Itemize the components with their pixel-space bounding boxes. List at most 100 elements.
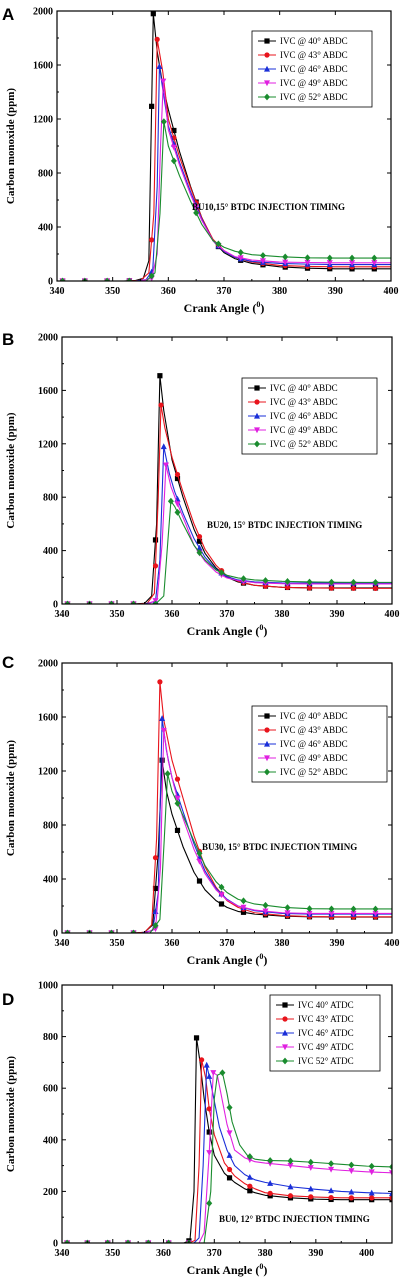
data-point [326,254,333,262]
x-tick-label: 370 [220,938,235,949]
legend-label: IVC @ 40° ABDC [280,36,348,46]
data-point [306,910,313,917]
y-tick-label: 0 [48,277,53,288]
data-point [174,475,181,482]
y-tick-label: 2000 [38,659,58,670]
data-point [196,849,203,857]
data-point [284,910,291,917]
data-point [247,1188,253,1194]
data-point [282,259,289,266]
x-tick-label: 400 [385,938,400,949]
data-point [152,600,159,604]
legend-label: IVC 40° ATDC [298,1000,354,1010]
data-point [158,402,164,408]
legend: IVC @ 40° ABDC IVC @ 43° ABDC IVC @ 46° AB… [251,30,373,108]
data-point [328,905,335,913]
data-point [174,827,181,833]
data-point [206,1199,213,1207]
data-point [145,1239,152,1243]
series-5 [62,770,392,933]
x-tick-label: 390 [308,1248,323,1259]
legend-marker [254,427,260,434]
data-point [306,905,313,913]
y-tick-label: 1600 [38,713,58,724]
data-point [226,1104,233,1111]
x-axis-title-sup: 0 [259,623,263,632]
data-point [267,1157,274,1164]
data-point [160,727,167,734]
data-point [282,253,289,261]
data-point [104,277,111,281]
data-point [64,600,71,604]
data-point [150,11,156,17]
data-point [247,1183,253,1189]
data-point [193,209,200,217]
x-tick-label: 390 [330,609,345,620]
data-point [157,373,163,379]
data-point [149,103,155,109]
annotation: BU10,15° BTDC INJECTION TIMING [192,202,345,212]
data-point [159,757,165,763]
data-point [152,537,159,543]
legend-marker [264,768,270,776]
data-point [152,885,159,892]
legend-label: IVC @ 40° ABDC [280,711,348,721]
data-point [218,569,225,577]
y-tick-label: 200 [43,1187,58,1198]
data-point [240,575,247,583]
data-point [218,883,225,891]
data-point [199,1057,205,1063]
x-tick-label: 340 [55,1248,70,1259]
data-point [262,901,269,909]
legend-marker [282,1016,288,1022]
x-axis-title: Crank Angle (0) [184,300,265,315]
data-point [174,776,181,782]
x-axis-title-main: Crank Angle ( [187,953,260,967]
data-point [328,578,335,586]
legend-marker [264,755,270,762]
y-tick-label: 1000 [38,981,58,992]
y-tick-label: 800 [43,493,58,504]
y-tick-label: 400 [43,1135,58,1146]
data-point [284,578,291,585]
y-tick-label: 1200 [38,439,58,450]
data-point [196,549,203,557]
data-point [226,1152,233,1158]
data-point [348,1188,355,1195]
data-point [154,36,160,42]
data-point [328,1187,335,1194]
data-point [108,600,115,604]
data-point [326,260,333,266]
x-tick-label: 370 [220,609,235,620]
data-point [304,259,311,266]
data-point [203,1061,210,1068]
data-point [348,1195,354,1201]
x-axis-title-tail: ) [260,301,264,315]
series-line [57,80,391,281]
legend-marker [264,713,270,719]
legend-label: IVC 52° ATDC [298,1056,354,1066]
y-tick-label: 800 [38,169,53,180]
x-tick-label: 400 [385,609,400,620]
y-tick-label: 2000 [38,333,58,344]
data-point [215,240,222,248]
data-point [328,1160,335,1167]
legend-marker [264,52,270,58]
data-point [284,904,291,912]
data-point [162,462,169,469]
legend-label: IVC @ 52° ABDC [280,767,348,777]
x-axis-title-sup: 0 [259,952,263,961]
data-point [193,1035,200,1041]
series-line [62,773,392,933]
data-point [306,585,313,591]
annotation: BU0, 12° BTDC INJECTION TIMING [219,1214,370,1224]
legend-label: IVC 43° ATDC [298,1014,354,1024]
data-point [157,679,163,685]
panel-letter: C [2,653,14,672]
data-point [349,260,356,266]
x-tick-label: 380 [258,1248,273,1259]
data-point [372,585,379,591]
y-tick-label: 600 [43,1084,58,1095]
data-point [306,578,313,586]
legend-marker [282,1057,288,1065]
